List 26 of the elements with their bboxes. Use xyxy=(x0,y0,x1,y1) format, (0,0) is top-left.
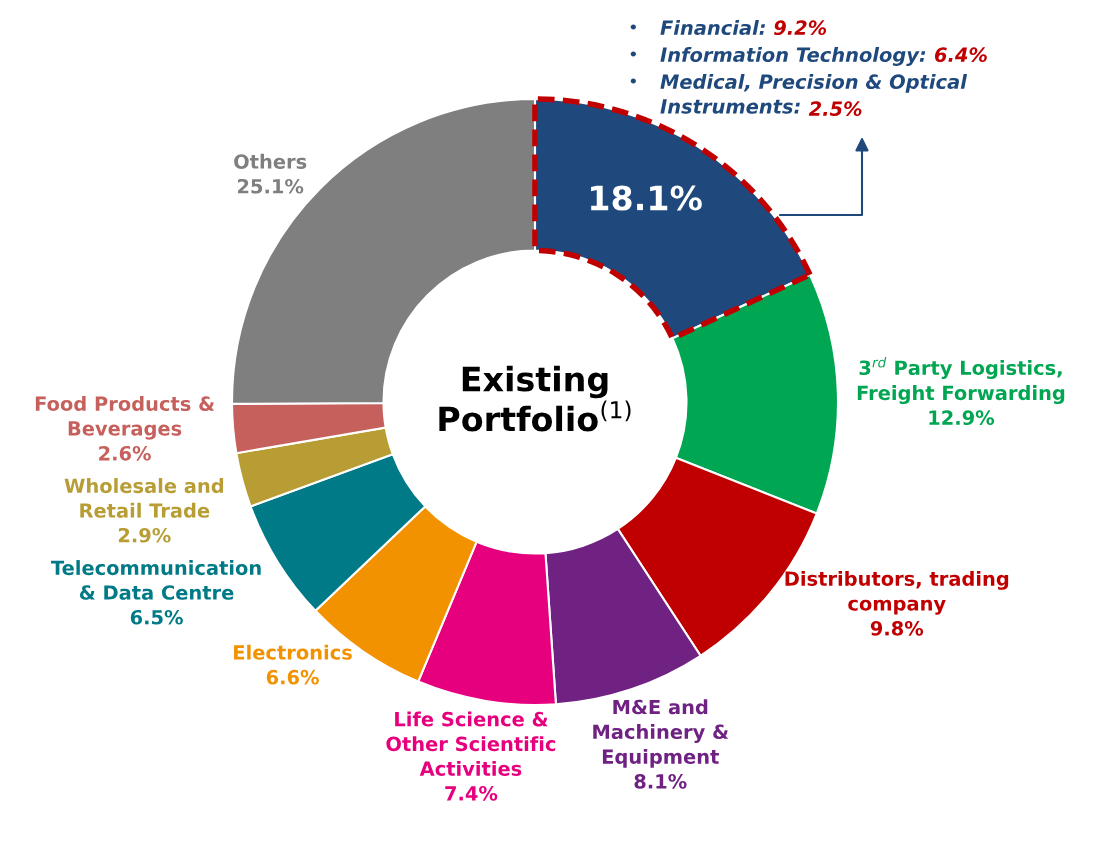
slice-label: 3$^{rd}$ Party Logistics, Freight Forwarding xyxy=(857,357,1065,405)
text: • xyxy=(630,51,636,57)
text: • xyxy=(630,24,636,30)
data-label: 8.1% xyxy=(634,774,687,789)
slice-label: Distributors, trading company xyxy=(785,570,1009,615)
text: • xyxy=(630,78,636,84)
text: Information Technology: 6.4% xyxy=(660,47,987,66)
data-label: 2.6% xyxy=(99,445,151,461)
text: Medical, Precision & Optical Instruments: 2.5% xyxy=(660,74,968,117)
slice-label: Telecommunication & Data Centre xyxy=(51,560,261,600)
slice-label: Life Science & Other Scientific Activities xyxy=(386,711,556,776)
slice-label: Wholesale and Retail Trade xyxy=(64,478,224,518)
text: Financial: 9.2% xyxy=(660,20,827,36)
slice-label: Food Products & Beverages xyxy=(35,396,215,440)
data-label: 12.9% xyxy=(929,410,995,426)
slice-label: M&E and Machinery & Equipment xyxy=(593,699,729,768)
data-label: 7.4% xyxy=(445,785,498,801)
text: Existing Portfolio$^{(1)}$ xyxy=(439,365,631,432)
slice-label: Others xyxy=(234,153,307,169)
data-label: 25.1% xyxy=(237,178,304,194)
data-label: 9.8% xyxy=(870,620,924,636)
slice-label: Electronics xyxy=(234,644,352,660)
data-label: 2.9% xyxy=(118,527,171,543)
data-label: 18.1% xyxy=(591,185,702,211)
data-label: 6.5% xyxy=(130,609,183,625)
data-label: 6.6% xyxy=(266,669,319,685)
